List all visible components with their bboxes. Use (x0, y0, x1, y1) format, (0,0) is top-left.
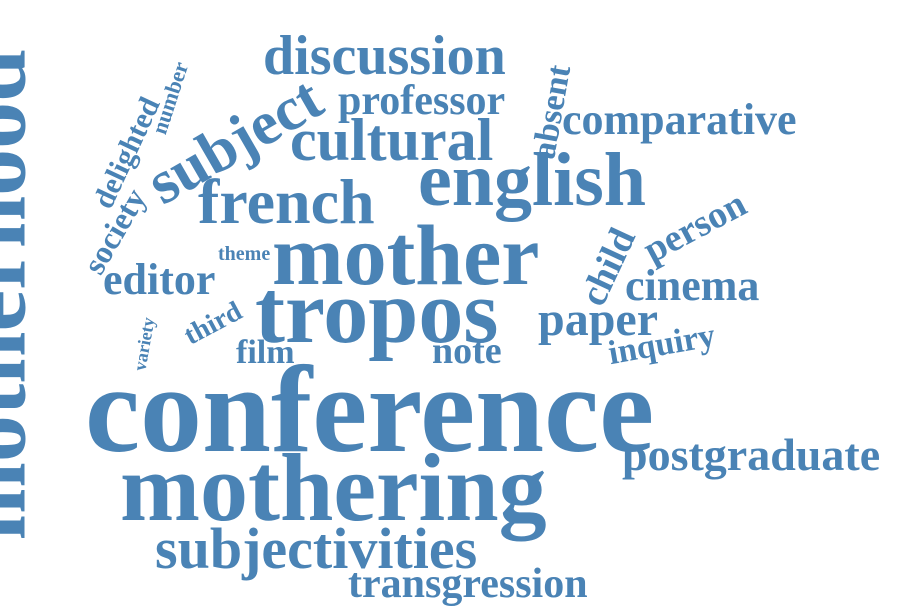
word-postgraduate: postgraduate (622, 429, 881, 480)
word-motherhood: motherhood (0, 49, 46, 541)
word-note: note (432, 330, 502, 372)
word-tropos: tropos (255, 263, 499, 362)
word-mother: mother (272, 207, 540, 303)
word-comparative: comparative (562, 95, 797, 144)
word-paper: paper (538, 293, 658, 346)
word-editor: editor (103, 255, 216, 304)
word-professor: professor (338, 78, 506, 124)
word-subjectivities: subjectivities (155, 516, 478, 581)
word-theme: theme (218, 243, 271, 265)
word-french: french (198, 166, 375, 237)
word-transgression: transgression (348, 561, 588, 607)
word-english: english (418, 138, 647, 222)
word-person: person (636, 182, 754, 272)
word-mothering: mothering (120, 434, 547, 541)
word-conference: conference (85, 341, 655, 478)
word-film: film (236, 334, 295, 371)
word-cultural: cultural (290, 107, 494, 173)
word-discussion: discussion (263, 25, 506, 87)
word-cinema: cinema (625, 261, 760, 310)
